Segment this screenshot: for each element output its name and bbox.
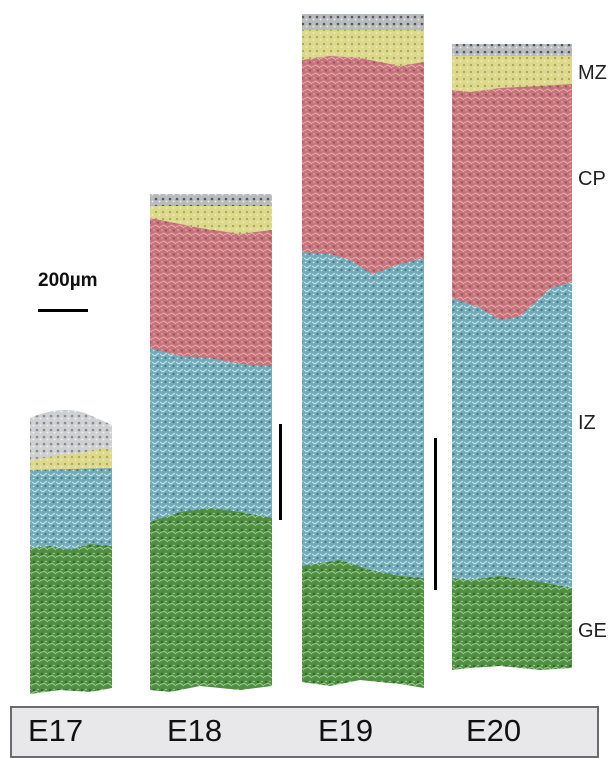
e17-intermediate-zone [30,468,112,552]
e20-intermediate-zone [452,282,572,590]
e18-intermediate-zone-bar [279,424,282,520]
column-e19 [302,14,424,688]
e20-marginal-zone [452,56,572,94]
e20-ganglionic-eminence [452,576,572,670]
e20-cortical-plate [452,84,572,322]
e19-intermediate-zone [302,252,424,580]
age-label-e18: E18 [167,713,223,748]
e18-pial-surface [150,194,272,208]
age-label-e20: E20 [466,713,522,748]
column-e20 [452,44,572,670]
e19-pial-surface [302,14,424,34]
e18-marginal-zone [150,206,272,236]
e18-ganglionic-eminence [150,508,272,692]
ge-label: GE [578,620,607,642]
age-label-e17: E17 [28,713,84,748]
e18-intermediate-zone [150,348,272,524]
e19-intermediate-zone-bar [434,438,437,590]
e17-marginal-zone [30,448,112,472]
e17-pial-surface [30,409,112,462]
column-e17 [30,409,112,694]
e19-cortical-plate [302,56,424,276]
e18-cortical-plate [150,218,272,368]
scale-bar-label: 200µm [38,270,98,291]
mz-label: MZ [578,62,607,84]
age-label-strip [10,706,599,758]
cp-label: CP [578,168,606,190]
scale-bar [38,309,88,312]
age-label-e19: E19 [318,713,374,748]
iz-label: IZ [578,412,596,434]
e17-ganglionic-eminence [30,544,112,694]
column-e18 [150,194,272,692]
e19-ganglionic-eminence [302,560,424,688]
e19-marginal-zone [302,30,424,68]
